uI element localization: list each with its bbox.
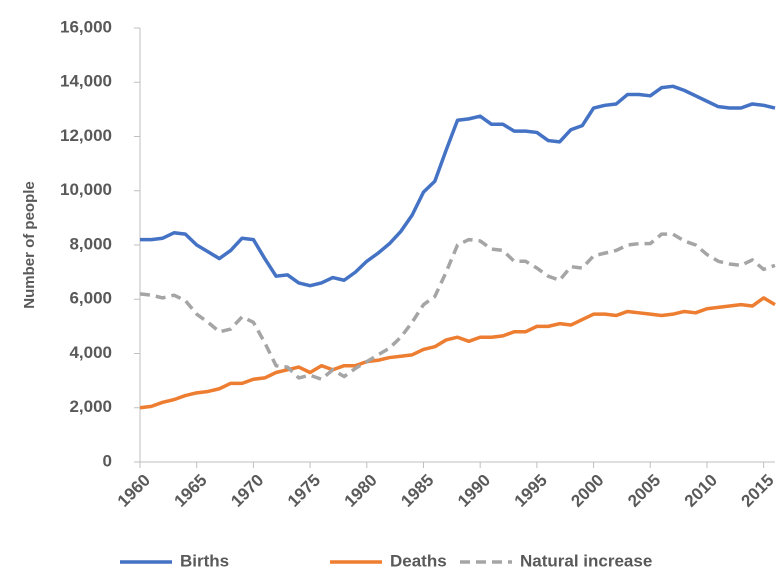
x-tick-label: 1995	[511, 471, 551, 511]
y-tick-label: 6,000	[69, 289, 112, 308]
y-tick-label: 2,000	[69, 397, 112, 416]
series-line	[139, 296, 776, 410]
x-tick-label: 2015	[737, 471, 777, 511]
x-tick-label: 1960	[114, 471, 154, 511]
y-tick-label: 10,000	[60, 180, 112, 199]
y-tick-label: 4,000	[69, 343, 112, 362]
x-tick-label: 1970	[227, 471, 267, 511]
y-tick-label: 16,000	[60, 17, 112, 36]
x-tick-label: 1990	[454, 471, 494, 511]
x-tick-label: 2010	[681, 471, 721, 511]
legend-label: Births	[180, 551, 229, 570]
legend-label: Natural increase	[520, 551, 652, 570]
legend-label: Deaths	[390, 551, 447, 570]
y-tick-label: 12,000	[60, 126, 112, 145]
x-tick-label: 1975	[284, 471, 324, 511]
x-tick-label: 1985	[397, 471, 437, 511]
x-tick-label: 2005	[624, 471, 664, 511]
y-tick-label: 0	[103, 451, 112, 470]
x-tick-label: 1980	[341, 471, 381, 511]
series-line	[139, 232, 776, 382]
series-line	[140, 84, 776, 288]
y-tick-label: 8,000	[69, 234, 112, 253]
y-axis-label: Number of people	[21, 181, 38, 309]
x-tick-label: 2000	[567, 471, 607, 511]
x-tick-label: 1965	[171, 471, 211, 511]
y-tick-label: 14,000	[60, 72, 112, 91]
